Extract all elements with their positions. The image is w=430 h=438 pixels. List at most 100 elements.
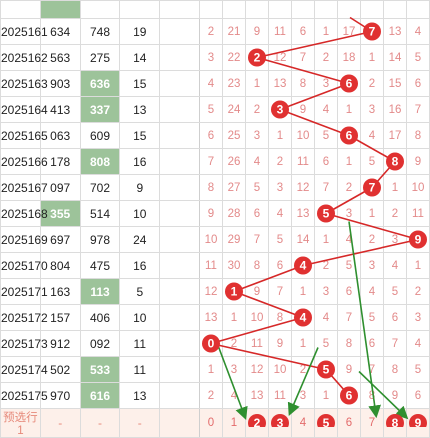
- draw-number: 912: [39, 330, 81, 357]
- omission-cell: 11: [199, 252, 223, 279]
- paired-number: 092: [79, 330, 121, 357]
- cut-cell: [159, 0, 200, 19]
- omission-cell: 5: [406, 44, 430, 71]
- cut-cell: [314, 0, 338, 19]
- omission-cell: 3: [406, 304, 430, 331]
- paired-number: 609: [79, 122, 121, 149]
- draw-number: 804: [39, 252, 81, 279]
- pick-digit-cell[interactable]: 9: [406, 408, 430, 438]
- omission-cell: 2: [245, 44, 269, 71]
- sum-value: 24: [119, 226, 161, 253]
- pick-digit-cell[interactable]: 3: [268, 408, 292, 438]
- omission-cell: 9: [245, 18, 269, 45]
- pick-digit-cell[interactable]: 4: [291, 408, 315, 438]
- column-separator: [159, 356, 200, 383]
- omission-cell: 10: [291, 122, 315, 149]
- omission-cell: 11: [245, 330, 269, 357]
- sum-value: 10: [119, 304, 161, 331]
- omission-cell: 6: [406, 70, 430, 97]
- omission-cell: 7: [245, 226, 269, 253]
- draw-number: 157: [39, 304, 81, 331]
- draw-number: 413: [39, 96, 81, 123]
- omission-cell: 7: [337, 304, 361, 331]
- pick-digit-cell[interactable]: 2: [245, 408, 269, 438]
- table-row: 2025172 157 406 10 13 1 10 8 4 4 7 5 6 3: [0, 304, 430, 331]
- column-separator: [159, 408, 200, 438]
- preselect-row[interactable]: 预选行1- - -0 1 2 3 4 5 6 7 8 9: [0, 408, 430, 438]
- paired-number: 406: [79, 304, 121, 331]
- omission-cell: 10: [268, 356, 292, 383]
- omission-cell: 2: [337, 174, 361, 201]
- omission-cell: 1: [314, 226, 338, 253]
- table-row: 2025165 063 609 15 6 25 3 1 10 5 6 4 17 8: [0, 122, 430, 149]
- omission-cell: 3: [245, 122, 269, 149]
- cut-cell: [383, 0, 407, 19]
- omission-cell: 22: [222, 44, 246, 71]
- column-separator: [159, 18, 200, 45]
- paired-number: 337: [79, 96, 121, 123]
- omission-cell: 4: [406, 330, 430, 357]
- omission-cell: 11: [268, 18, 292, 45]
- omission-cell: 6: [268, 252, 292, 279]
- omission-cell: 1: [222, 278, 246, 305]
- omission-cell: 8: [291, 70, 315, 97]
- omission-cell: 7: [406, 96, 430, 123]
- omission-cell: 4: [360, 278, 384, 305]
- draw-number: 634: [39, 18, 81, 45]
- sum-value: 13: [119, 96, 161, 123]
- omission-cell: 6: [360, 330, 384, 357]
- pick-digit-cell[interactable]: 8: [383, 408, 407, 438]
- omission-cell: 9: [268, 330, 292, 357]
- omission-cell: 8: [383, 356, 407, 383]
- omission-cell: 7: [291, 44, 315, 71]
- omission-cell: 3: [199, 44, 223, 71]
- omission-cell: 5: [199, 96, 223, 123]
- omission-cell: 4: [314, 96, 338, 123]
- omission-cell: 6: [314, 148, 338, 175]
- omission-cell: 4: [406, 18, 430, 45]
- issue-number: 2025174: [0, 356, 48, 383]
- sum-value: 11: [119, 356, 161, 383]
- preselect-label: 预选行1: [0, 408, 41, 438]
- column-separator: [159, 200, 200, 227]
- pick-digit-cell[interactable]: 1: [222, 408, 246, 438]
- omission-cell: 9: [199, 200, 223, 227]
- omission-cell: 2: [360, 70, 384, 97]
- sum-value: 14: [119, 44, 161, 71]
- omission-cell: 5: [360, 148, 384, 175]
- paired-number: 616: [79, 382, 121, 409]
- column-separator: [159, 252, 200, 279]
- omission-cell: 4: [245, 148, 269, 175]
- dash-cell: -: [119, 408, 161, 438]
- omission-cell: 2: [314, 252, 338, 279]
- omission-cell: 8: [245, 252, 269, 279]
- paired-number: 275: [79, 44, 121, 71]
- omission-cell: 2: [199, 18, 223, 45]
- omission-cell: 3: [383, 226, 407, 253]
- omission-cell: 29: [222, 226, 246, 253]
- omission-cell: 1: [199, 356, 223, 383]
- omission-cell: 12: [268, 44, 292, 71]
- sum-value: 15: [119, 70, 161, 97]
- table-row: 2025175 970 616 13 2 4 13 11 3 1 6 8 9 6: [0, 382, 430, 409]
- omission-cell: 1: [314, 382, 338, 409]
- draw-number: 697: [39, 226, 81, 253]
- column-separator: [159, 148, 200, 175]
- omission-cell: 2: [199, 382, 223, 409]
- omission-cell: 3: [314, 70, 338, 97]
- omission-cell: 5: [268, 226, 292, 253]
- pick-digit-cell[interactable]: 7: [360, 408, 384, 438]
- issue-number: 2025167: [0, 174, 48, 201]
- omission-cell: 5: [314, 330, 338, 357]
- issue-number: 2025162: [0, 44, 48, 71]
- omission-cell: 9: [291, 96, 315, 123]
- pick-digit-cell[interactable]: 0: [199, 408, 223, 438]
- pick-digit-cell[interactable]: 6: [337, 408, 361, 438]
- table-row: 2025174 502 533 11 1 3 12 10 2 5 9 7 8 5: [0, 356, 430, 383]
- paired-number: 978: [79, 226, 121, 253]
- pick-digit-cell[interactable]: 5: [314, 408, 338, 438]
- table-row: 2025162 563 275 14 3 22 2 12 7 2 18 1 14 5: [0, 44, 430, 71]
- paired-number: 113: [79, 278, 121, 305]
- table-row: 2025164 413 337 13 5 24 2 3 9 4 1 3 16 7: [0, 96, 430, 123]
- omission-cell: 1: [383, 174, 407, 201]
